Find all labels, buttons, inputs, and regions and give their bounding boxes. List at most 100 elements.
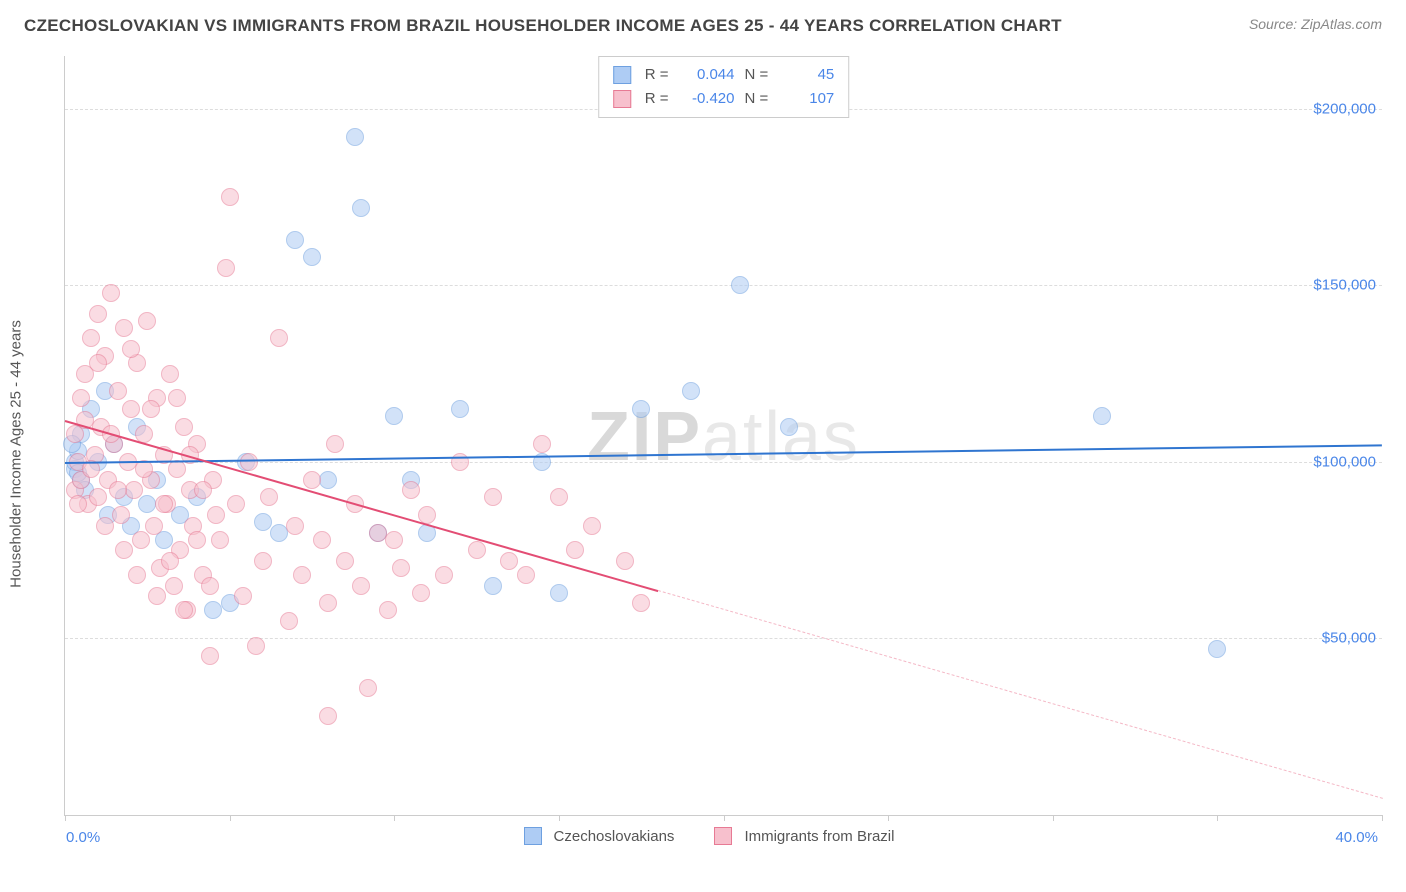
y-axis-label: Householder Income Ages 25 - 44 years bbox=[8, 320, 25, 588]
data-point-brazil bbox=[175, 601, 193, 619]
data-point-czech bbox=[550, 584, 568, 602]
x-tick bbox=[1217, 815, 1218, 821]
x-axis-max-label: 40.0% bbox=[1335, 829, 1378, 846]
data-point-brazil bbox=[500, 552, 518, 570]
data-point-brazil bbox=[161, 365, 179, 383]
gridline bbox=[65, 285, 1382, 286]
data-point-brazil bbox=[168, 460, 186, 478]
x-tick bbox=[1053, 815, 1054, 821]
y-tick-label: $200,000 bbox=[1313, 100, 1376, 117]
data-point-brazil bbox=[517, 566, 535, 584]
data-point-brazil bbox=[227, 495, 245, 513]
data-point-brazil bbox=[313, 531, 331, 549]
data-point-czech bbox=[780, 418, 798, 436]
data-point-brazil bbox=[632, 594, 650, 612]
data-point-czech bbox=[1208, 640, 1226, 658]
legend-item-brazil: Immigrants from Brazil bbox=[714, 827, 894, 845]
data-point-brazil bbox=[319, 707, 337, 725]
data-point-brazil bbox=[194, 481, 212, 499]
data-point-brazil bbox=[369, 524, 387, 542]
data-point-brazil bbox=[533, 435, 551, 453]
data-point-brazil bbox=[385, 531, 403, 549]
data-point-brazil bbox=[240, 453, 258, 471]
gridline bbox=[65, 462, 1382, 463]
data-point-brazil bbox=[168, 389, 186, 407]
data-point-czech bbox=[270, 524, 288, 542]
data-point-brazil bbox=[435, 566, 453, 584]
data-point-brazil bbox=[392, 559, 410, 577]
data-point-czech bbox=[319, 471, 337, 489]
data-point-brazil bbox=[286, 517, 304, 535]
title-bar: CZECHOSLOVAKIAN VS IMMIGRANTS FROM BRAZI… bbox=[0, 0, 1406, 44]
data-point-brazil bbox=[550, 488, 568, 506]
data-point-czech bbox=[254, 513, 272, 531]
data-point-brazil bbox=[82, 329, 100, 347]
trend-line bbox=[658, 590, 1383, 799]
n-label: N = bbox=[745, 87, 769, 111]
data-point-brazil bbox=[234, 587, 252, 605]
data-point-brazil bbox=[128, 566, 146, 584]
data-point-brazil bbox=[207, 506, 225, 524]
data-point-brazil bbox=[260, 488, 278, 506]
data-point-brazil bbox=[102, 284, 120, 302]
data-point-brazil bbox=[132, 531, 150, 549]
data-point-brazil bbox=[175, 418, 193, 436]
r-label: R = bbox=[645, 63, 669, 87]
data-point-brazil bbox=[303, 471, 321, 489]
data-point-brazil bbox=[115, 541, 133, 559]
data-point-czech bbox=[484, 577, 502, 595]
data-point-brazil bbox=[109, 481, 127, 499]
data-point-brazil bbox=[148, 587, 166, 605]
data-point-czech bbox=[1093, 407, 1111, 425]
data-point-brazil bbox=[122, 400, 140, 418]
legend-label-brazil: Immigrants from Brazil bbox=[744, 828, 894, 845]
data-point-brazil bbox=[319, 594, 337, 612]
data-point-brazil bbox=[96, 517, 114, 535]
data-point-brazil bbox=[142, 400, 160, 418]
x-tick bbox=[394, 815, 395, 821]
n-label: N = bbox=[745, 63, 769, 87]
data-point-brazil bbox=[247, 637, 265, 655]
data-point-brazil bbox=[155, 495, 173, 513]
stats-row-brazil: R =-0.420N =107 bbox=[613, 87, 835, 111]
data-point-brazil bbox=[201, 647, 219, 665]
data-point-brazil bbox=[89, 305, 107, 323]
legend-swatch-brazil bbox=[714, 827, 732, 845]
source-attribution: Source: ZipAtlas.com bbox=[1249, 16, 1382, 32]
data-point-brazil bbox=[293, 566, 311, 584]
source-name: ZipAtlas.com bbox=[1301, 16, 1382, 32]
data-point-brazil bbox=[484, 488, 502, 506]
chart-container: Householder Income Ages 25 - 44 years ZI… bbox=[36, 56, 1382, 852]
data-point-brazil bbox=[145, 517, 163, 535]
data-point-brazil bbox=[326, 435, 344, 453]
data-point-brazil bbox=[468, 541, 486, 559]
data-point-brazil bbox=[72, 389, 90, 407]
data-point-brazil bbox=[125, 481, 143, 499]
data-point-brazil bbox=[336, 552, 354, 570]
r-value-brazil: -0.420 bbox=[679, 87, 735, 111]
data-point-brazil bbox=[412, 584, 430, 602]
x-tick bbox=[724, 815, 725, 821]
data-point-brazil bbox=[254, 552, 272, 570]
legend-swatch-czech bbox=[524, 827, 542, 845]
data-point-czech bbox=[286, 231, 304, 249]
y-tick-label: $50,000 bbox=[1322, 630, 1376, 647]
data-point-brazil bbox=[165, 577, 183, 595]
data-point-brazil bbox=[69, 495, 87, 513]
x-axis-min-label: 0.0% bbox=[66, 829, 100, 846]
data-point-brazil bbox=[211, 531, 229, 549]
stats-row-czech: R =0.044N =45 bbox=[613, 63, 835, 87]
data-point-brazil bbox=[161, 552, 179, 570]
data-point-brazil bbox=[217, 259, 235, 277]
data-point-czech bbox=[204, 601, 222, 619]
data-point-czech bbox=[731, 276, 749, 294]
data-point-brazil bbox=[89, 354, 107, 372]
x-tick bbox=[559, 815, 560, 821]
x-tick bbox=[888, 815, 889, 821]
n-value-brazil: 107 bbox=[778, 87, 834, 111]
data-point-brazil bbox=[115, 319, 133, 337]
data-point-czech bbox=[303, 248, 321, 266]
y-tick-label: $150,000 bbox=[1313, 277, 1376, 294]
x-tick bbox=[1382, 815, 1383, 821]
x-tick bbox=[65, 815, 66, 821]
